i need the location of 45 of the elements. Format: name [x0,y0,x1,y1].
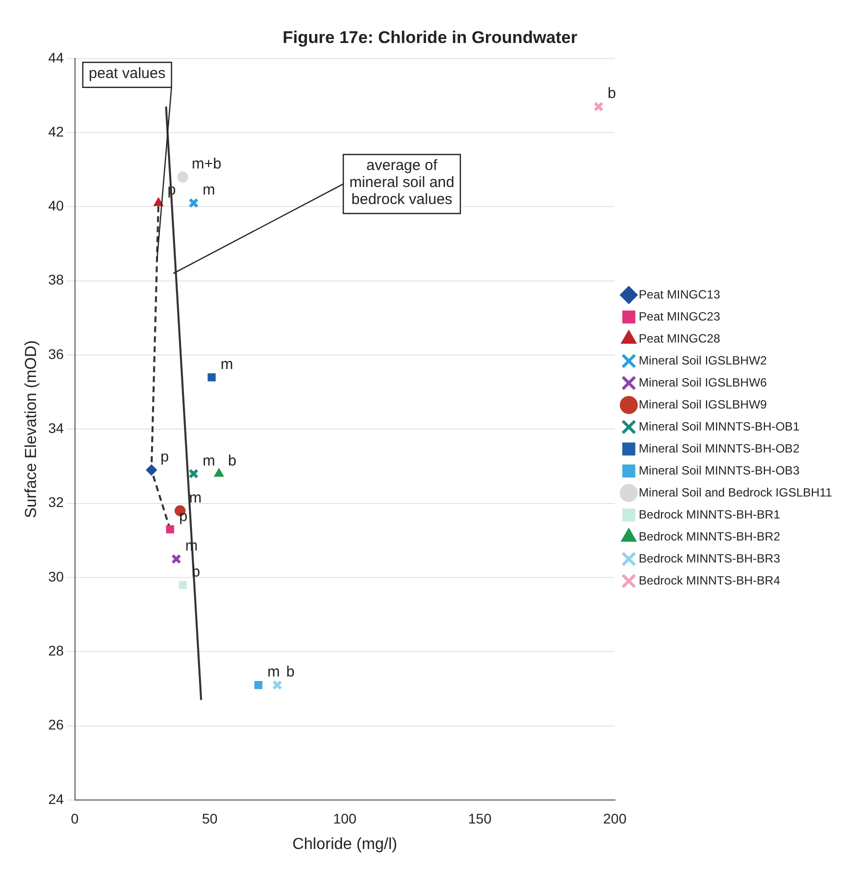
legend-label: Bedrock MINNTS-BH-BR3 [638,551,780,566]
annotation: m+b [192,156,222,173]
y-tick-label: 44 [48,49,64,66]
annotation: m [189,489,202,506]
y-tick-label: 32 [48,494,64,510]
annotation: peat values [88,65,166,82]
annotation: m [202,452,216,470]
annotation: m [220,356,234,373]
legend-label: Mineral Soil MINNTS-BH-OB3 [638,463,800,478]
legend-label: Peat MINGC23 [638,309,720,324]
chart-title: Figure 17e: Chloride in Groundwater [282,28,578,47]
y-tick-label: 38 [48,272,64,288]
legend-label: Peat MINGC13 [638,287,720,302]
x-axis-title: Chloride (mg/l) [292,836,398,853]
y-tick-label: 26 [48,716,64,733]
legend-label: Mineral Soil MINNTS-BH-OB2 [638,441,800,456]
annotation: p [160,448,169,466]
x-tick-label: 150 [468,810,492,826]
annotation: average of mineral soil and bedrock values [349,157,454,208]
y-tick-label: 34 [48,420,64,436]
legend-label: Mineral Soil IGSLBHW9 [638,397,768,412]
annotation: b [608,85,616,102]
y-tick-label: 42 [48,123,64,140]
annotation: m [267,664,280,681]
y-tick-label: 30 [48,568,64,584]
y-tick-label: 24 [48,790,64,807]
x-tick-label: 0 [70,810,79,826]
legend-label: Mineral Soil MINNTS-BH-OB1 [638,419,800,434]
y-tick-label: 28 [48,642,64,659]
y-tick-label: 40 [48,198,64,214]
legend-label: Peat MINGC28 [638,331,720,346]
x-tick-label: 50 [202,810,218,826]
legend-label: Mineral Soil IGSLBHW2 [638,353,768,368]
legend-label: Mineral Soil IGSLBHW6 [638,375,768,390]
annotation: b [286,664,295,681]
x-tick-label: 100 [333,810,357,826]
y-axis-title: Surface Elevation (mOD) [23,340,40,518]
y-tick-label: 36 [48,346,64,362]
legend-label: Mineral Soil and Bedrock IGSLBH11 [638,485,832,500]
annotation: m [202,182,216,199]
annotation: b [228,452,236,470]
legend-label: Bedrock MINNTS-BH-BR4 [638,573,780,588]
legend-label: Bedrock MINNTS-BH-BR1 [638,507,780,522]
x-tick-label: 200 [603,810,627,826]
legend-label: Bedrock MINNTS-BH-BR2 [638,529,780,544]
